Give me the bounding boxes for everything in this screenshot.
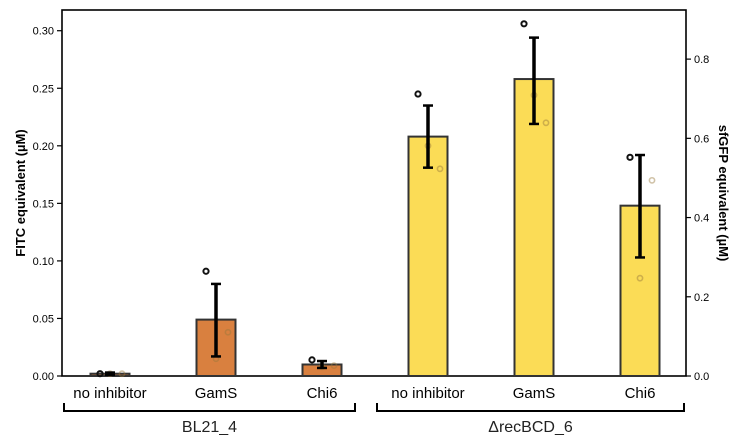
y-axis-label-right: sfGFP equivalent (µM): [716, 125, 731, 262]
data-point: [96, 370, 104, 378]
y-tick-label-left: 0.00: [33, 371, 54, 383]
category-label: GamS: [513, 385, 556, 402]
data-point: [520, 20, 528, 28]
data-point: [542, 119, 550, 127]
category-label: GamS: [195, 385, 238, 402]
y-tick-label-left: 0.10: [33, 256, 54, 268]
category-label: no inhibitor: [391, 385, 464, 402]
group-bracket: [63, 403, 356, 412]
bar: [407, 135, 449, 377]
y-tick-label-right: 0.4: [694, 213, 709, 225]
data-point: [202, 267, 210, 275]
y-tick-label-left: 0.30: [33, 26, 54, 38]
y-axis-label-left: FITC equivalent (µM): [13, 129, 28, 256]
category-label: no inhibitor: [73, 385, 146, 402]
group-label: ΔrecBCD_6: [488, 419, 573, 436]
data-point: [636, 274, 644, 282]
category-label: Chi6: [307, 385, 338, 402]
y-tick-label-left: 0.20: [33, 141, 54, 153]
data-point: [626, 153, 634, 161]
y-tick-label-right: 0.2: [694, 292, 709, 304]
y-tick-label-left: 0.25: [33, 83, 54, 95]
data-point: [414, 90, 422, 98]
y-tick-label-left: 0.15: [33, 198, 54, 210]
data-point: [224, 328, 232, 336]
group-bracket: [376, 403, 685, 412]
data-point: [648, 176, 656, 184]
data-point: [118, 370, 126, 378]
data-point: [330, 362, 338, 370]
plot-frame: [61, 9, 687, 377]
data-point: [308, 356, 316, 364]
y-tick-label-left: 0.05: [33, 313, 54, 325]
y-tick-label-right: 0.6: [694, 133, 709, 145]
category-label: Chi6: [625, 385, 656, 402]
y-tick-label-right: 0.0: [694, 371, 709, 383]
group-label: BL21_4: [182, 419, 237, 436]
y-tick-label-right: 0.8: [694, 54, 709, 66]
data-point: [436, 165, 444, 173]
bar: [513, 78, 555, 377]
